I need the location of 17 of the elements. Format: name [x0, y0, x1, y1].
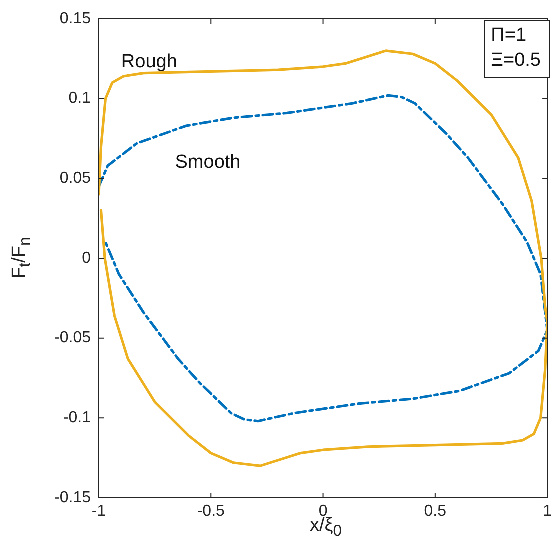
annotation: Π=1: [491, 25, 527, 46]
y-tick-label: 0.15: [60, 10, 92, 28]
y-tick-label: 0: [82, 250, 92, 267]
y-tick-label: -0.05: [54, 330, 92, 347]
y-tick-label: -0.1: [63, 410, 92, 427]
line-series: [99, 94, 548, 423]
annotation: Ξ=0.5: [491, 50, 541, 71]
series-label: Smooth: [175, 152, 241, 173]
y-tick-label: 0.1: [68, 90, 92, 108]
x-tick-label: 1: [543, 503, 552, 520]
x-tick-label: -1: [92, 503, 106, 520]
x-tick-label: -0.5: [197, 503, 226, 520]
line-series: [99, 50, 548, 468]
series-label: Rough: [121, 51, 178, 72]
y-tick-label: -0.15: [54, 489, 92, 506]
x-tick-label: 0.5: [424, 503, 447, 520]
y-tick-label: 0.05: [60, 170, 92, 188]
